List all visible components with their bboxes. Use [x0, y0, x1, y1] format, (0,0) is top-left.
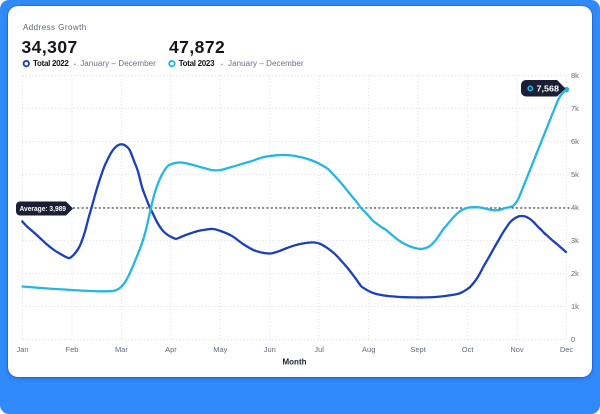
svg-text:Oct: Oct: [462, 345, 475, 354]
svg-text:Month: Month: [283, 358, 307, 367]
svg-text:4k: 4k: [571, 203, 579, 212]
svg-text:3k: 3k: [571, 236, 579, 245]
svg-text:Aug: Aug: [362, 345, 375, 354]
svg-text:Jan: Jan: [16, 345, 28, 354]
svg-text:Jun: Jun: [264, 345, 276, 354]
svg-text:Dec: Dec: [560, 345, 574, 354]
svg-text:7,568: 7,568: [537, 84, 560, 93]
svg-text:Apr: Apr: [165, 345, 177, 354]
svg-text:Feb: Feb: [66, 345, 79, 354]
svg-text:Nov: Nov: [510, 345, 524, 354]
svg-text:2k: 2k: [571, 269, 579, 278]
svg-text:Sept: Sept: [410, 345, 426, 354]
svg-text:Average: 3,989: Average: 3,989: [20, 206, 67, 213]
svg-text:6k: 6k: [571, 137, 579, 146]
svg-text:0: 0: [571, 335, 575, 344]
svg-text:5k: 5k: [571, 170, 579, 179]
svg-text:1k: 1k: [571, 302, 579, 311]
svg-text:Mar: Mar: [115, 345, 128, 354]
svg-text:Jul: Jul: [314, 345, 324, 354]
svg-text:8k: 8k: [571, 71, 579, 80]
svg-text:May: May: [213, 345, 227, 354]
svg-text:7k: 7k: [571, 104, 579, 113]
